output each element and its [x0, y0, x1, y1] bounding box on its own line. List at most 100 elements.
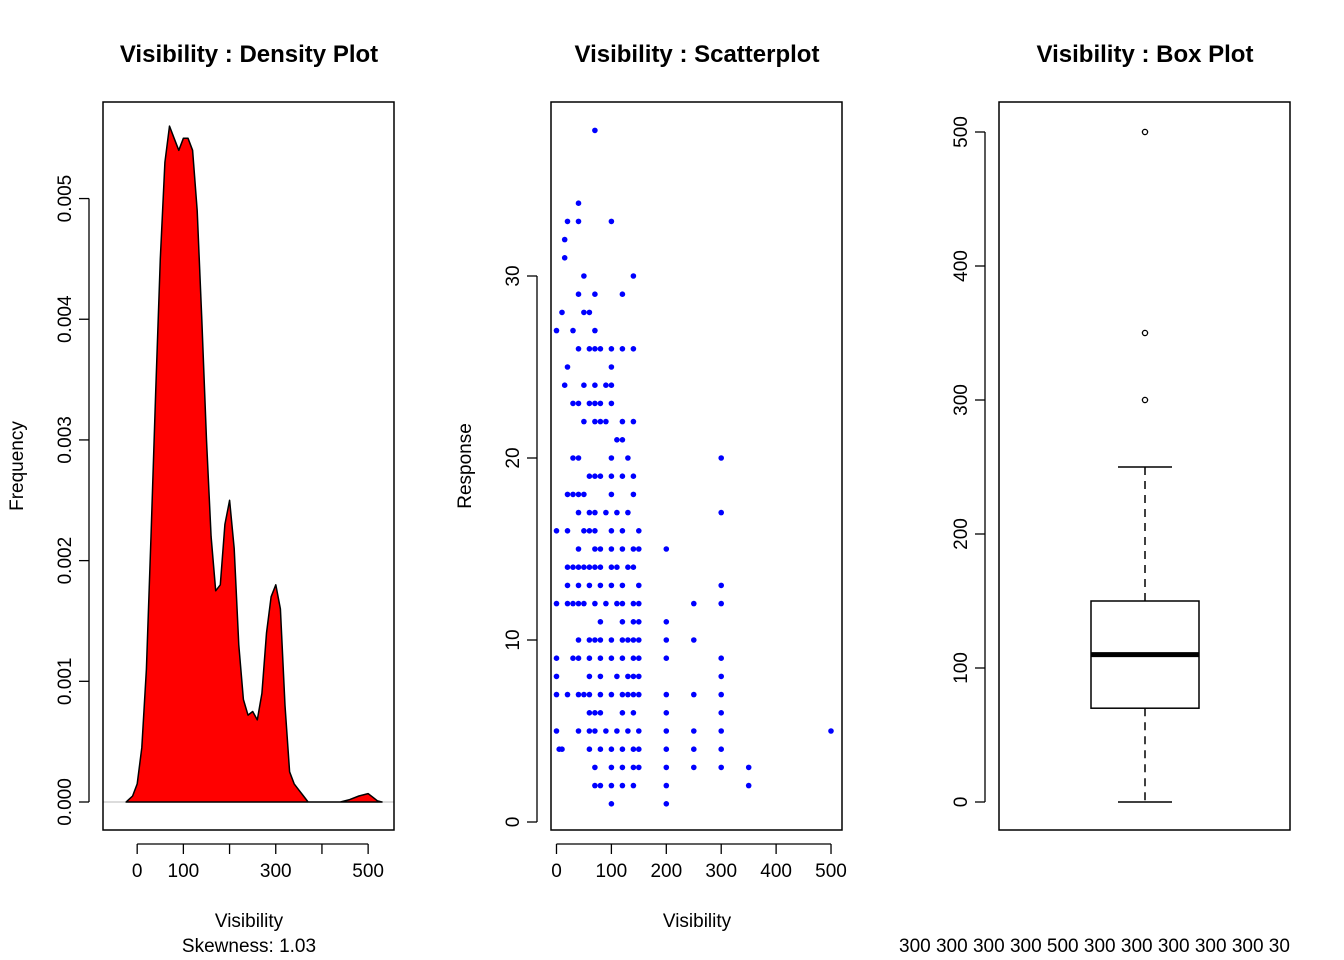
scatter-point: [553, 691, 560, 698]
scatter-point: [592, 327, 598, 334]
scatter-point: [592, 564, 598, 570]
box-plot-area: [1090, 128, 1200, 803]
scatter-point: [586, 400, 593, 407]
scatter-point: [630, 764, 637, 771]
scatter-point: [619, 418, 626, 425]
scatter-points: [553, 127, 834, 807]
scatter-point: [619, 710, 626, 716]
scatter-point: [630, 491, 637, 498]
scatter-x-tick-label: 200: [650, 861, 682, 882]
scatter-point: [564, 582, 571, 589]
scatter-point: [603, 728, 609, 734]
scatter-point: [614, 437, 620, 443]
scatter-point: [597, 418, 604, 425]
scatter-point: [575, 218, 582, 225]
scatter-point: [581, 528, 587, 534]
scatter-point: [614, 564, 620, 570]
scatter-point: [663, 710, 670, 716]
scatter-point: [691, 764, 697, 771]
scatter-point: [581, 418, 587, 425]
scatter-point: [586, 673, 593, 680]
density-y-label: Frequency: [7, 421, 28, 511]
density-title: Visibility : Density Plot: [120, 41, 378, 68]
scatter-point: [663, 801, 670, 807]
scatter-point: [592, 600, 598, 607]
scatter-point: [718, 691, 724, 698]
scatter-point: [592, 473, 598, 480]
scatter-x-tick-label: 100: [596, 861, 628, 882]
scatter-y-tick-label: 20: [503, 447, 524, 468]
scatter-point: [597, 637, 604, 643]
scatter-point: [603, 418, 609, 425]
scatter-point: [559, 746, 565, 752]
scatter-point: [691, 691, 697, 698]
scatter-point: [586, 309, 593, 316]
scatter-point: [691, 728, 697, 734]
scatter-point: [619, 782, 626, 789]
density-panel: Visibility : Density Plot 0 100 300 500 0.0…: [7, 41, 395, 957]
scatter-point: [663, 728, 670, 734]
scatter-point: [603, 600, 609, 607]
box-y-tick-label: 400: [951, 250, 972, 282]
scatter-point: [586, 346, 593, 352]
scatter-point: [581, 600, 587, 607]
scatter-point: [581, 273, 587, 279]
scatter-point: [592, 782, 598, 789]
scatter-point: [581, 564, 587, 570]
scatter-point: [745, 764, 752, 771]
scatter-point: [608, 491, 615, 498]
scatter-point: [619, 437, 626, 443]
scatter-point: [592, 764, 598, 771]
box-outlier: [1141, 396, 1149, 404]
scatter-point: [630, 691, 637, 698]
scatter-point: [636, 655, 642, 661]
scatter-point: [592, 382, 598, 389]
scatter-point: [630, 619, 637, 625]
scatter-point: [603, 382, 609, 389]
density-x-tick-label: 300: [260, 861, 292, 882]
scatter-x-tick-label: 400: [760, 861, 792, 882]
scatter-point: [630, 746, 637, 752]
scatter-point: [592, 637, 598, 643]
scatter-point: [586, 473, 593, 480]
scatter-point: [630, 473, 637, 480]
scatter-point: [619, 546, 626, 552]
scatter-point: [586, 528, 593, 534]
scatter-point: [553, 655, 560, 661]
scatter-point: [608, 746, 615, 752]
box-y-tick-label: 300: [951, 384, 972, 416]
scatter-point: [691, 746, 697, 752]
scatter-panel: Visibility : Scatterplot 0 100 200 300 400 50…: [455, 41, 847, 932]
scatter-point: [718, 509, 724, 516]
scatter-point: [570, 600, 576, 607]
scatter-point: [630, 600, 637, 607]
scatter-x-tick-label: 0: [551, 861, 562, 882]
scatter-point: [581, 309, 587, 316]
scatter-point: [619, 655, 626, 661]
box-title: Visibility : Box Plot: [1037, 41, 1254, 68]
scatter-x-label: Visibility: [663, 911, 732, 932]
scatter-point: [597, 782, 604, 789]
scatter-point: [663, 637, 670, 643]
scatter-point: [608, 782, 615, 789]
density-x-tick-label: 500: [352, 861, 384, 882]
scatter-point: [718, 455, 724, 461]
scatter-point: [608, 218, 615, 225]
scatter-point: [718, 728, 724, 734]
scatter-point: [564, 691, 571, 698]
scatter-point: [663, 746, 670, 752]
scatter-point: [828, 728, 834, 734]
scatter-point: [691, 637, 697, 643]
scatter-point: [597, 400, 604, 407]
scatter-point: [630, 546, 637, 552]
scatter-point: [561, 254, 568, 261]
scatter-y-tick-label: 0: [503, 817, 524, 828]
scatter-point: [597, 746, 604, 752]
scatter-point: [608, 455, 615, 461]
scatter-point: [592, 400, 598, 407]
scatter-point: [636, 691, 642, 698]
scatter-point: [575, 346, 582, 352]
scatter-point: [586, 637, 593, 643]
scatter-y-tick-label: 30: [503, 265, 524, 286]
scatter-point: [718, 710, 724, 716]
